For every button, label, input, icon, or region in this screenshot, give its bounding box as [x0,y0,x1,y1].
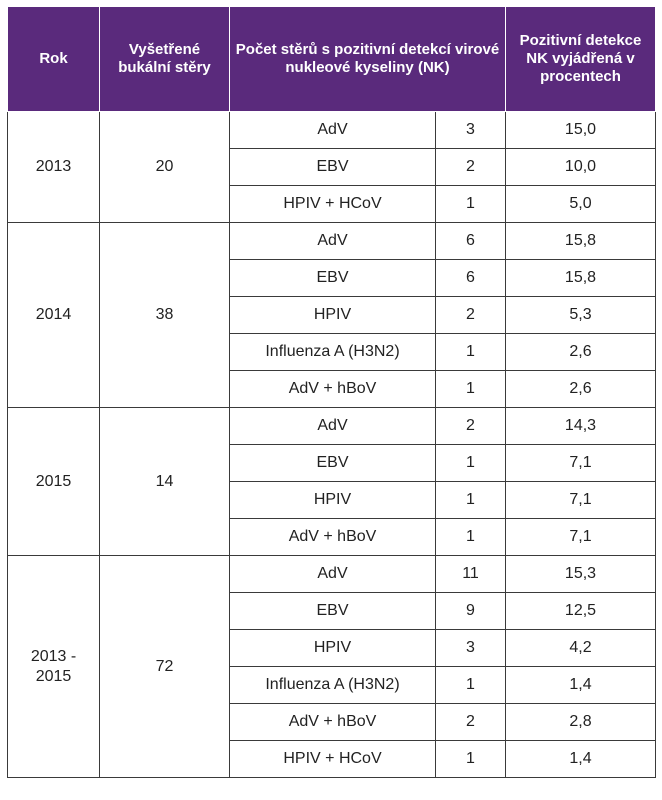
table-row: HPIV 1 7,1 [8,481,656,519]
virus-cell: AdV [229,555,436,593]
virus-cell: EBV [229,444,436,482]
percent-cell: 2,6 [505,370,656,408]
count-cell: 1 [435,666,506,704]
table-header: Rok Vyšetřené bukální stěry Počet stěrů … [7,6,656,112]
count-cell: 2 [435,296,506,334]
virus-cell: HPIV + HCoV [229,185,436,223]
count-cell: 1 [435,740,506,778]
virus-cell: HPIV + HCoV [229,740,436,778]
table-row: AdV + hBoV 1 7,1 [8,518,656,556]
count-cell: 6 [435,222,506,260]
count-cell: 3 [435,629,506,667]
header-pozitivni: Pozitivní detekce NK vyjádřená v procent… [505,6,656,112]
table-row: 2014 38 AdV 6 15,8 [7,222,656,408]
percent-cell: 7,1 [505,444,656,482]
virus-cell: EBV [229,259,436,297]
count-cell: 1 [435,518,506,556]
count-cell: 1 [435,333,506,371]
table-row: HPIV 2 5,3 [8,296,656,334]
table-row: EBV 6 15,8 [8,259,656,297]
virus-cell: EBV [229,148,436,186]
header-pocet: Počet stěrů s pozitivní detekcí virové n… [229,6,506,112]
percent-cell: 5,3 [505,296,656,334]
virus-cell: EBV [229,592,436,630]
table-row: HPIV 3 4,2 [8,629,656,667]
percent-cell: 10,0 [505,148,656,186]
swabs-cell: 14 [99,407,230,556]
virus-cell: AdV + hBoV [229,703,436,741]
table-row: 2015 14 AdV 2 14,3 [7,407,656,556]
swabs-cell: 72 [99,555,230,778]
virus-cell: Influenza A (H3N2) [229,666,436,704]
percent-cell: 15,0 [505,111,656,149]
percent-cell: 15,8 [505,259,656,297]
count-cell: 1 [435,185,506,223]
header-vysetrene: Vyšetřené bukální stěry [99,6,230,112]
virus-detection-table: Rok Vyšetřené bukální stěry Počet stěrů … [7,6,656,778]
percent-cell: 4,2 [505,629,656,667]
count-cell: 3 [435,111,506,149]
count-cell: 1 [435,370,506,408]
table-body: 2013 20 AdV 3 15,0 EBV 2 10,0 HPIV + HCoV 1 5,0 201… [7,111,656,778]
percent-cell: 2,8 [505,703,656,741]
percent-cell: 7,1 [505,481,656,519]
year-cell: 2013 [7,111,100,223]
count-cell: 6 [435,259,506,297]
year-cell: 2013 - 2015 [7,555,100,778]
percent-cell: 12,5 [505,592,656,630]
table-row: HPIV + HCoV 1 5,0 [8,185,656,223]
percent-cell: 15,3 [505,555,656,593]
percent-cell: 5,0 [505,185,656,223]
count-cell: 1 [435,481,506,519]
virus-cell: AdV [229,111,436,149]
count-cell: 2 [435,703,506,741]
count-cell: 9 [435,592,506,630]
virus-cell: HPIV [229,296,436,334]
percent-cell: 15,8 [505,222,656,260]
virus-cell: AdV + hBoV [229,518,436,556]
count-cell: 11 [435,555,506,593]
table-row: Influenza A (H3N2) 1 1,4 [8,666,656,704]
table-row: AdV + hBoV 1 2,6 [8,370,656,408]
table-row: HPIV + HCoV 1 1,4 [8,740,656,778]
swabs-cell: 38 [99,222,230,408]
percent-cell: 7,1 [505,518,656,556]
table-row: 2013 20 AdV 3 15,0 [7,111,656,223]
year-cell: 2015 [7,407,100,556]
table-row: EBV 1 7,1 [8,444,656,482]
virus-cell: AdV + hBoV [229,370,436,408]
table-row: EBV 2 10,0 [8,148,656,186]
table-row: AdV + hBoV 2 2,8 [8,703,656,741]
virus-cell: AdV [229,407,436,445]
table-row: 2013 - 2015 72 AdV 11 15,3 [7,555,656,778]
virus-cell: HPIV [229,481,436,519]
table-container: Rok Vyšetřené bukální stěry Počet stěrů … [7,6,656,778]
percent-cell: 1,4 [505,740,656,778]
virus-cell: AdV [229,222,436,260]
virus-cell: HPIV [229,629,436,667]
table-row: EBV 9 12,5 [8,592,656,630]
header-rok: Rok [7,6,100,112]
percent-cell: 1,4 [505,666,656,704]
year-cell: 2014 [7,222,100,408]
count-cell: 1 [435,444,506,482]
percent-cell: 2,6 [505,333,656,371]
swabs-cell: 20 [99,111,230,223]
header-row: Rok Vyšetřené bukální stěry Počet stěrů … [7,6,656,112]
count-cell: 2 [435,407,506,445]
virus-cell: Influenza A (H3N2) [229,333,436,371]
percent-cell: 14,3 [505,407,656,445]
count-cell: 2 [435,148,506,186]
